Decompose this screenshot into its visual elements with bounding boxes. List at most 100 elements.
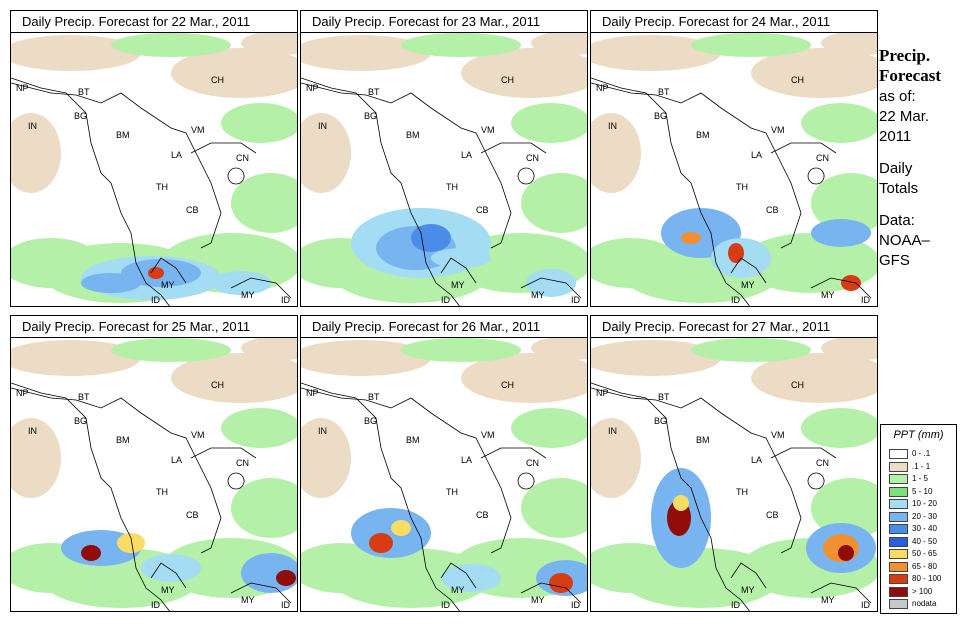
precip-area [231, 173, 297, 233]
boundary-line [591, 387, 802, 554]
precip-cell [526, 269, 576, 297]
precip-cell [81, 545, 101, 561]
legend-label: 65 - 80 [912, 561, 937, 571]
legend-swatch [889, 511, 908, 522]
precip-area [521, 478, 587, 538]
boundary-line [440, 257, 477, 284]
precip-area [801, 103, 877, 143]
precip-cell [369, 533, 393, 553]
legend-swatch [889, 474, 908, 484]
forecast-panel-5: Daily Precip. Forecast for 26 Mar., 2011… [300, 315, 588, 612]
country-label: LA [171, 455, 182, 465]
precip-area [511, 408, 587, 448]
precip-area [751, 353, 877, 403]
precip-area [301, 340, 431, 376]
country-label: BM [696, 435, 710, 445]
country-label: CN [236, 458, 249, 468]
country-label: TH [736, 182, 748, 192]
legend-label: 20 - 30 [912, 511, 937, 521]
precip-area [11, 340, 141, 376]
country-label: ID [151, 600, 161, 610]
precip-cell [838, 545, 854, 561]
country-label: MY [821, 290, 835, 300]
panel-title: Daily Precip. Forecast for 24 Mar., 2011 [590, 10, 878, 32]
precip-cell [681, 232, 701, 244]
precip-area [591, 418, 641, 498]
boundary-line [591, 77, 750, 306]
legend-label: 1 - 5 [912, 474, 929, 483]
forecast-panel-4: Daily Precip. Forecast for 25 Mar., 2011… [10, 315, 298, 612]
boundary-line [730, 562, 767, 589]
country-label: CB [186, 205, 199, 215]
country-label: ID [571, 295, 581, 305]
country-label: ID [281, 295, 291, 305]
boundary-line [517, 167, 535, 185]
precip-map: NP BT BG IN BM CH VM LA TH CB CN MY MY ID ID [10, 337, 298, 612]
boundary-line [230, 582, 292, 604]
precip-cell [117, 533, 145, 553]
precip-cell [841, 275, 861, 291]
precip-area [11, 35, 141, 71]
country-label: BT [368, 87, 380, 97]
country-label: IN [608, 426, 617, 436]
boundary-line [770, 447, 837, 459]
country-label: NP [306, 388, 319, 398]
country-label: MY [451, 280, 465, 290]
boundary-line [517, 472, 535, 490]
panel-title: Daily Precip. Forecast for 26 Mar., 2011 [300, 315, 588, 337]
legend-label: .1 - 1 [912, 461, 931, 471]
precip-area [401, 338, 521, 362]
legend-label: 30 - 40 [912, 524, 937, 533]
boundary-line [810, 582, 872, 604]
forecast-panel-1: Daily Precip. Forecast for 22 Mar., 2011… [10, 10, 298, 307]
boundary-line [591, 382, 750, 611]
country-label: BG [654, 416, 667, 426]
country-label: CB [476, 205, 489, 215]
country-label: BT [658, 87, 670, 97]
country-label: NP [596, 388, 609, 398]
country-label: BT [368, 392, 380, 402]
precip-cell [391, 520, 411, 536]
info-totals-line1: Daily [879, 160, 913, 177]
country-label: IN [608, 121, 617, 131]
boundary-line [520, 582, 582, 604]
country-label: ID [861, 600, 871, 610]
legend-swatch [889, 524, 908, 534]
country-label: NP [16, 388, 29, 398]
country-label: VM [771, 125, 785, 135]
precip-area [521, 173, 587, 233]
precip-area [511, 103, 587, 143]
country-label: ID [861, 295, 871, 305]
legend-swatch [889, 586, 908, 597]
precip-cell [811, 219, 871, 247]
panel-title: Daily Precip. Forecast for 22 Mar., 2011 [10, 10, 298, 32]
boundary-line [301, 82, 512, 249]
legend-swatch [889, 486, 908, 497]
country-label: IN [318, 426, 327, 436]
country-label: CB [186, 510, 199, 520]
country-label: BM [406, 130, 420, 140]
precip-area [401, 33, 521, 57]
boundary-line [150, 562, 187, 589]
precip-area [751, 48, 877, 98]
country-label: MY [161, 585, 175, 595]
country-label: BM [696, 130, 710, 140]
precip-cell [549, 573, 573, 593]
country-label: CB [476, 510, 489, 520]
precip-cell [148, 267, 164, 279]
forecast-panel-2: Daily Precip. Forecast for 23 Mar., 2011… [300, 10, 588, 307]
country-label: ID [731, 295, 741, 305]
precip-area [741, 233, 877, 293]
precip-area [221, 103, 297, 143]
country-label: VM [771, 430, 785, 440]
precip-area [591, 35, 721, 71]
country-label: CN [526, 153, 539, 163]
precip-area [591, 113, 641, 193]
precip-cell [351, 508, 431, 558]
precip-area [301, 113, 351, 193]
panel-title: Daily Precip. Forecast for 23 Mar., 2011 [300, 10, 588, 32]
precip-cell [441, 564, 501, 592]
legend-label: nodata [912, 599, 937, 608]
info-data-line1: Data: [879, 212, 915, 229]
